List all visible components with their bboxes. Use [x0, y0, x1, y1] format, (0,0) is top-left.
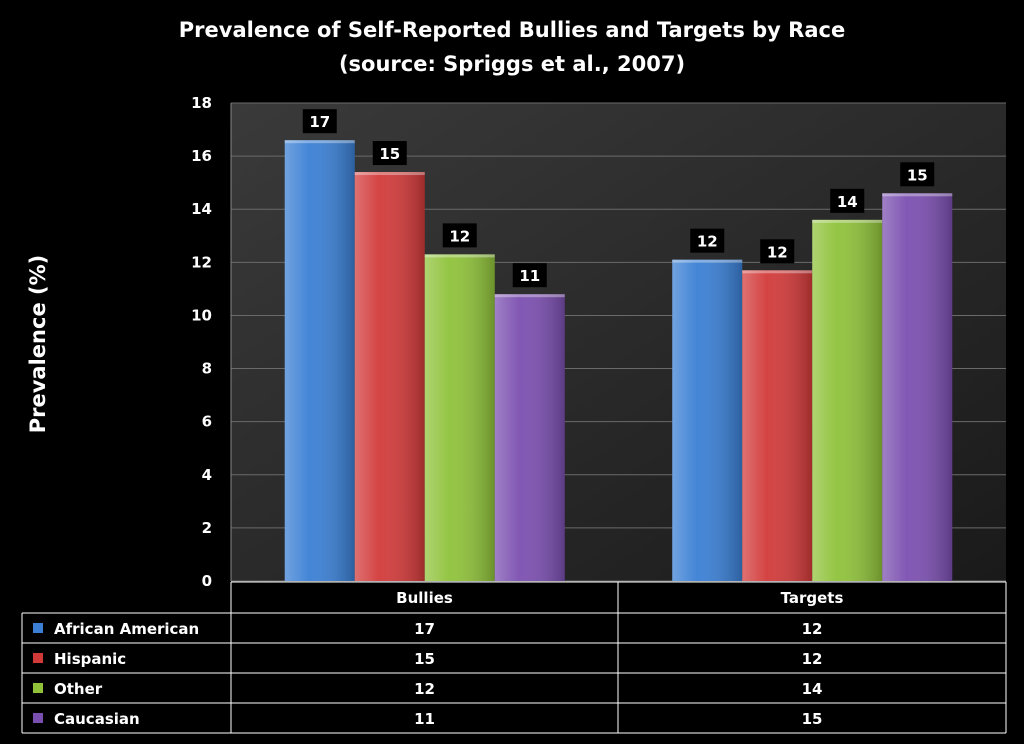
chart-title: Prevalence of Self-Reported Bullies and … [178, 18, 846, 42]
data-label-box [830, 188, 865, 213]
data-label-text: 12 [767, 243, 788, 261]
data-label: 12 [690, 228, 725, 253]
data-label: 15 [372, 141, 407, 166]
legend-swatch [33, 683, 43, 693]
bar-other-targets [812, 219, 883, 581]
bar-shading [742, 270, 813, 581]
y-tick-label: 4 [202, 466, 212, 484]
bar-top-highlight [424, 254, 495, 258]
bar-african-american-bullies [284, 140, 355, 581]
bar-shading [424, 254, 495, 581]
data-label-box [442, 223, 477, 248]
data-label-text: 15 [907, 166, 928, 184]
table-row: Other 12 14 [33, 680, 822, 698]
table-cell: 17 [414, 620, 435, 638]
data-label-text: 14 [837, 193, 858, 211]
table-header-bullies: Bullies [396, 589, 453, 607]
legend-entry: Hispanic [54, 650, 126, 668]
data-label-text: 12 [449, 227, 470, 245]
bar-other-bullies [424, 254, 495, 581]
data-label-text: 12 [697, 233, 718, 251]
legend-entry: Other [54, 680, 103, 698]
legend-entry: African American [54, 620, 199, 638]
data-label-box [302, 109, 337, 134]
data-label: 15 [900, 162, 935, 187]
bar-top-highlight [494, 294, 565, 298]
bar-top-highlight [882, 193, 953, 197]
legend-swatch [33, 623, 43, 633]
data-label: 11 [512, 263, 547, 288]
data-label: 12 [760, 239, 795, 264]
data-label: 17 [302, 109, 337, 134]
bar-hispanic-bullies [354, 172, 425, 582]
bar-shading [354, 172, 425, 582]
data-label-text: 17 [309, 113, 330, 131]
table-cell: 14 [802, 680, 823, 698]
bar-top-highlight [812, 219, 883, 223]
data-label-text: 15 [379, 145, 400, 163]
data-label-box [690, 228, 725, 253]
table-row: Caucasian 11 15 [33, 710, 822, 728]
bar-top-highlight [742, 270, 813, 274]
legend-swatch [33, 653, 43, 663]
table-cell: 11 [414, 710, 435, 728]
y-tick-label: 18 [191, 94, 212, 112]
bar-top-highlight [672, 259, 743, 263]
bar-shading [672, 259, 743, 581]
data-label-box [512, 263, 547, 288]
bar-top-highlight [284, 140, 355, 144]
bar-caucasian-targets [882, 193, 953, 582]
table-cell: 12 [414, 680, 435, 698]
data-label: 14 [830, 188, 865, 213]
bar-african-american-targets [672, 259, 743, 581]
y-tick-label: 14 [191, 200, 212, 218]
table-cell: 15 [414, 650, 435, 668]
data-label-box [372, 141, 407, 166]
bar-shading [812, 219, 883, 581]
data-label-box [900, 162, 935, 187]
y-tick-label: 2 [202, 519, 212, 537]
bar-shading [494, 294, 565, 581]
table-row: African American 17 12 [33, 620, 822, 638]
table-cell: 12 [802, 620, 823, 638]
legend-entry: Caucasian [54, 710, 140, 728]
table-header-targets: Targets [781, 589, 844, 607]
data-label-box [760, 239, 795, 264]
y-tick-label: 0 [202, 572, 212, 590]
data-label: 12 [442, 223, 477, 248]
table-row: Hispanic 15 12 [33, 650, 822, 668]
bar-hispanic-targets [742, 270, 813, 581]
y-tick-label: 6 [202, 413, 212, 431]
bar-shading [882, 193, 953, 582]
table-cell: 15 [802, 710, 823, 728]
y-tick-label: 12 [191, 253, 212, 271]
bar-top-highlight [354, 172, 425, 176]
y-tick-label: 8 [202, 360, 212, 378]
bar-shading [284, 140, 355, 581]
table-cell: 12 [802, 650, 823, 668]
y-tick-label: 16 [191, 147, 212, 165]
bar-caucasian-bullies [494, 294, 565, 581]
data-label-text: 11 [519, 267, 540, 285]
chart-subtitle: (source: Spriggs et al., 2007) [338, 52, 686, 76]
y-tick-label: 10 [191, 306, 212, 324]
legend-swatch [33, 713, 43, 723]
